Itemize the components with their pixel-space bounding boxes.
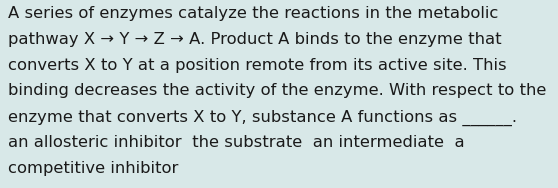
Text: competitive inhibitor: competitive inhibitor bbox=[8, 161, 179, 176]
Text: binding decreases the activity of the enzyme. With respect to the: binding decreases the activity of the en… bbox=[8, 83, 547, 99]
Text: pathway X → Y → Z → A. Product A binds to the enzyme that: pathway X → Y → Z → A. Product A binds t… bbox=[8, 32, 502, 47]
Text: converts X to Y at a position remote from its active site. This: converts X to Y at a position remote fro… bbox=[8, 58, 507, 73]
Text: an allosteric inhibitor  the substrate  an intermediate  a: an allosteric inhibitor the substrate an… bbox=[8, 135, 465, 150]
Text: A series of enzymes catalyze the reactions in the metabolic: A series of enzymes catalyze the reactio… bbox=[8, 6, 499, 21]
Text: enzyme that converts X to Y, substance A functions as ______​.: enzyme that converts X to Y, substance A… bbox=[8, 109, 517, 126]
